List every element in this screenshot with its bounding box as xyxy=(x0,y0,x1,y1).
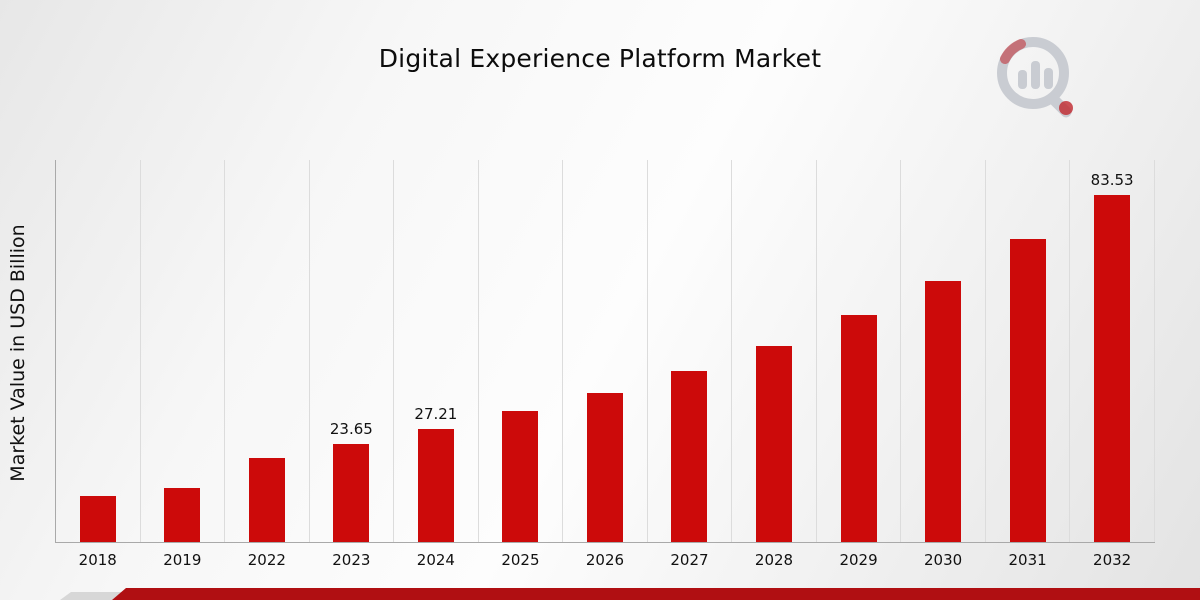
bar-2032 xyxy=(1094,195,1131,542)
chart-column: 2031 xyxy=(986,160,1071,569)
bar-2019 xyxy=(164,488,201,542)
chart-column: 2030 xyxy=(901,160,986,569)
x-tick-label: 2032 xyxy=(1093,551,1132,569)
brand-logo xyxy=(988,28,1088,123)
bar-2027 xyxy=(671,370,708,542)
chart-column: 83.53 2032 xyxy=(1070,160,1155,569)
bottom-red-strip xyxy=(112,588,1200,600)
chart-column: 2027 xyxy=(648,160,733,569)
bar-value-label: 23.65 xyxy=(329,419,373,438)
x-tick-label: 2028 xyxy=(754,551,794,569)
chart-title: Digital Experience Platform Market xyxy=(378,44,822,73)
x-tick-label: 2023 xyxy=(332,551,371,569)
chart-column: 2022 xyxy=(225,160,310,569)
chart-column: 2028 xyxy=(732,160,817,569)
x-tick-label: 2018 xyxy=(78,551,117,569)
bar-2028 xyxy=(756,345,793,542)
chart-column: 2029 xyxy=(817,160,902,569)
chart-column: 2026 xyxy=(563,160,648,569)
magnifier-barchart-icon xyxy=(997,37,1073,118)
bar-2029 xyxy=(840,315,877,542)
x-tick-label: 2027 xyxy=(670,551,709,569)
x-tick-label: 2029 xyxy=(839,551,878,569)
bar-2018 xyxy=(79,496,116,542)
bottom-gray-accent xyxy=(60,592,136,600)
x-tick-label: 2026 xyxy=(585,551,625,569)
x-tick-label: 2031 xyxy=(1008,551,1047,569)
chart-column: 2019 xyxy=(141,160,226,569)
y-axis-label: Market Value in USD Billion xyxy=(7,224,29,482)
bar-2025 xyxy=(502,411,539,542)
bar-2030 xyxy=(925,280,962,542)
chart-column: 23.65 2023 xyxy=(310,160,395,569)
bar-chart-plot: 2018 2019 2022 23.65 2023 27.21 2024 2025 2026 20… xyxy=(55,160,1155,569)
bar-value-label: 83.53 xyxy=(1090,171,1134,190)
x-tick-label: 2019 xyxy=(163,551,202,569)
x-tick-label: 2022 xyxy=(247,551,286,569)
bar-2024 xyxy=(417,429,454,542)
chart-column: 2025 xyxy=(479,160,564,569)
x-tick-label: 2024 xyxy=(416,551,455,569)
bar-2023 xyxy=(333,443,370,542)
bar-2026 xyxy=(586,392,623,542)
chart-column: 2018 xyxy=(56,160,141,569)
chart-column: 27.21 2024 xyxy=(394,160,479,569)
bar-2031 xyxy=(1009,239,1046,542)
x-tick-label: 2025 xyxy=(501,551,540,569)
bar-value-label: 27.21 xyxy=(414,405,458,424)
x-tick-label: 2030 xyxy=(923,551,963,569)
bar-2022 xyxy=(248,457,285,542)
